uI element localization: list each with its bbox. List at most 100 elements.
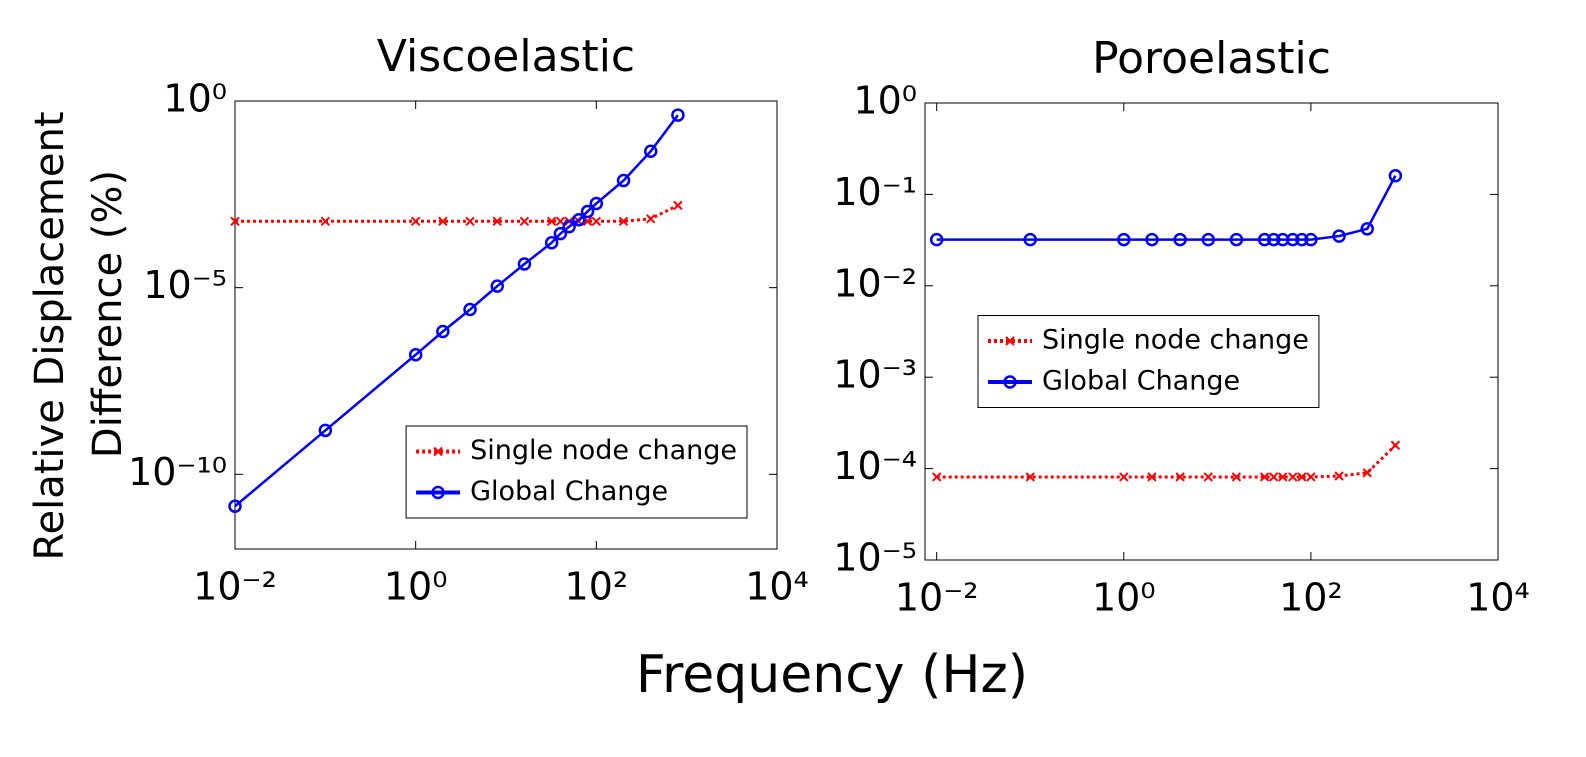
- marker-stroke: [465, 216, 475, 226]
- plot-frame: [924, 102, 1499, 561]
- marker-stroke: [438, 216, 448, 226]
- marker-stroke: [1297, 472, 1307, 482]
- marker-stroke: [1203, 472, 1213, 482]
- circle-marker: [1201, 232, 1216, 247]
- x-marker: [1390, 440, 1401, 450]
- marker-stroke: [582, 216, 593, 226]
- x-marker: [1268, 472, 1279, 482]
- x-tick-label: 10²: [1279, 576, 1343, 620]
- marker-stroke: [646, 214, 656, 224]
- marker-stroke: [673, 200, 683, 211]
- x-marker: [673, 200, 683, 211]
- x-marker: [931, 472, 942, 482]
- legend-marker: [1003, 375, 1017, 389]
- y-tick-label: 10⁻³: [833, 353, 917, 397]
- marker-stroke: [1259, 472, 1270, 482]
- legend: Single node change Global Change: [405, 425, 748, 519]
- x-marker: [410, 216, 421, 226]
- y-tick-label: 10⁰: [853, 79, 917, 123]
- x-marker: [618, 216, 629, 226]
- circle-marker: [589, 196, 604, 211]
- circle-marker: [1332, 229, 1346, 243]
- marker-stroke: [1268, 472, 1279, 482]
- marker-stroke: [1278, 472, 1288, 482]
- marker-stroke: [591, 216, 602, 226]
- circle-marker: [1257, 232, 1272, 247]
- circle-marker: [580, 204, 595, 219]
- circle-marker: [436, 324, 450, 339]
- series-line: [936, 444, 1397, 479]
- circle-marker: [572, 212, 586, 227]
- x-marker: [1025, 472, 1035, 482]
- y-axis-label: Difference (%): [85, 170, 131, 458]
- x-marker: [1147, 472, 1157, 482]
- x-tick-label: 10²: [565, 565, 629, 609]
- x-tick-label: 10⁰: [1092, 576, 1156, 620]
- x-marker: [1288, 472, 1298, 482]
- y-tick-label: 10⁰: [163, 77, 227, 121]
- circle-marker: [929, 232, 944, 247]
- legend-label: Global Change: [470, 476, 668, 507]
- circle-marker: [318, 423, 333, 438]
- x-marker: [492, 216, 502, 226]
- marker-stroke: [1231, 472, 1242, 482]
- marker-stroke: [492, 216, 502, 226]
- circle-marker: [1295, 232, 1309, 247]
- circle-marker: [1286, 232, 1300, 247]
- marker-stroke: [1175, 472, 1185, 482]
- circle-marker: [490, 279, 504, 293]
- x-marker: [646, 214, 656, 224]
- series-line: [936, 175, 1397, 241]
- circle-marker: [1229, 232, 1244, 247]
- marker-stroke: [618, 216, 629, 226]
- x-marker: [1175, 472, 1185, 482]
- marker-stroke: [1306, 472, 1316, 482]
- legend: Single node change Global Change: [977, 315, 1320, 408]
- marker-stroke: [1362, 468, 1372, 478]
- marker-stroke: [320, 216, 331, 226]
- series-line: [235, 204, 679, 223]
- y-tick-label: 10⁻⁵: [143, 263, 227, 307]
- x-marker: [465, 216, 475, 226]
- x-marker: [1362, 468, 1372, 478]
- x-marker: [230, 216, 240, 226]
- x-marker: [1306, 472, 1316, 482]
- legend-box: [405, 425, 748, 519]
- x-tick-label: 10⁰: [384, 565, 448, 609]
- x-marker: [1119, 472, 1129, 482]
- x-marker: [438, 216, 448, 226]
- circle-marker: [1117, 232, 1131, 247]
- x-tick-label: 10⁴: [745, 565, 809, 609]
- circle-marker: [562, 219, 576, 234]
- x-marker: [591, 216, 602, 226]
- circle-marker: [553, 226, 568, 241]
- circle-marker: [1266, 232, 1281, 247]
- y-tick-label: 10⁻⁴: [833, 444, 917, 488]
- circle-marker: [671, 108, 685, 122]
- x-tick-label: 10⁻²: [193, 565, 277, 609]
- marker-stroke: [1025, 472, 1035, 482]
- legend-box: [977, 315, 1320, 408]
- legend-marker: [1005, 336, 1015, 346]
- circle-marker: [544, 235, 559, 250]
- y-tick-label: 10⁻²: [833, 261, 917, 305]
- marker-stroke: [519, 216, 530, 226]
- marker-stroke: [1334, 471, 1344, 481]
- circle-marker: [517, 257, 532, 271]
- x-marker: [1334, 471, 1344, 481]
- legend-label: Single node change: [470, 435, 737, 466]
- marker-stroke: [1288, 472, 1298, 482]
- legend-marker: [431, 485, 445, 500]
- x-marker: [1203, 472, 1213, 482]
- x-tick-label: 10⁻²: [895, 576, 979, 620]
- circle-marker: [1023, 232, 1037, 247]
- circle-marker: [643, 144, 658, 159]
- marker-stroke: [546, 216, 557, 226]
- x-marker: [320, 216, 331, 226]
- circle-marker: [616, 173, 631, 188]
- y-axis-label: Relative Displacement: [27, 111, 73, 560]
- marker-stroke: [555, 216, 566, 226]
- x-marker: [1231, 472, 1242, 482]
- legend-label: Single node change: [1042, 325, 1309, 356]
